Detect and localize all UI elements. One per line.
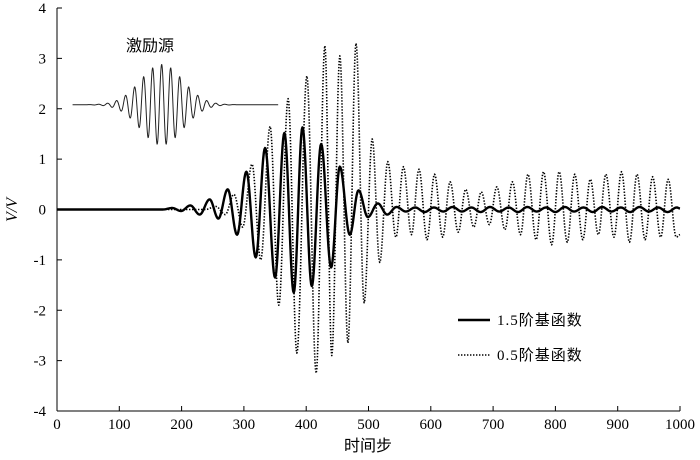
x-tick-label: 200 (170, 417, 193, 433)
excitation-source-label: 激励源 (126, 37, 174, 55)
y-tick-label: -3 (34, 354, 47, 370)
y-tick-label: 4 (39, 1, 47, 17)
y-tick-label: -1 (34, 253, 47, 269)
x-tick-label: 300 (233, 417, 256, 433)
y-tick-label: 2 (39, 102, 47, 118)
y-tick-label: 3 (39, 51, 47, 67)
legend: 1.5阶基函数 0.5阶基函数 (458, 312, 583, 364)
x-tick-label: 900 (606, 417, 629, 433)
x-tick-label: 700 (482, 417, 505, 433)
x-tick-label: 600 (420, 417, 443, 433)
x-axis-title: 时间步 (344, 437, 392, 455)
legend-item-series-2: 0.5阶基函数 (458, 347, 583, 364)
y-axis-title: V/V (4, 196, 21, 222)
x-tick-label: 1000 (665, 417, 695, 433)
series-lines (56, 42, 681, 375)
x-tick-label: 800 (544, 417, 567, 433)
x-tick-label: 100 (108, 417, 131, 433)
y-tick-label: -4 (34, 404, 47, 420)
legend-label-series-2: 0.5阶基函数 (497, 347, 583, 364)
y-tick-label: 1 (39, 152, 47, 168)
x-tick-label: 0 (53, 417, 61, 433)
excitation-source-inset: 激励源 (72, 37, 279, 145)
x-tick-label: 500 (357, 417, 380, 433)
legend-label-series-1: 1.5阶基函数 (497, 312, 583, 329)
y-tick-label: 0 (39, 203, 47, 219)
legend-item-series-1: 1.5阶基函数 (458, 312, 583, 329)
y-tick-label: -2 (34, 303, 47, 319)
excitation-source-wave (72, 64, 279, 145)
x-tick-label: 400 (295, 417, 318, 433)
series-line-1 (56, 126, 681, 294)
tick-labels: 0 100 200 300 400 500 600 700 800 900 1000 -4 -3 -2 -1… (34, 1, 696, 433)
